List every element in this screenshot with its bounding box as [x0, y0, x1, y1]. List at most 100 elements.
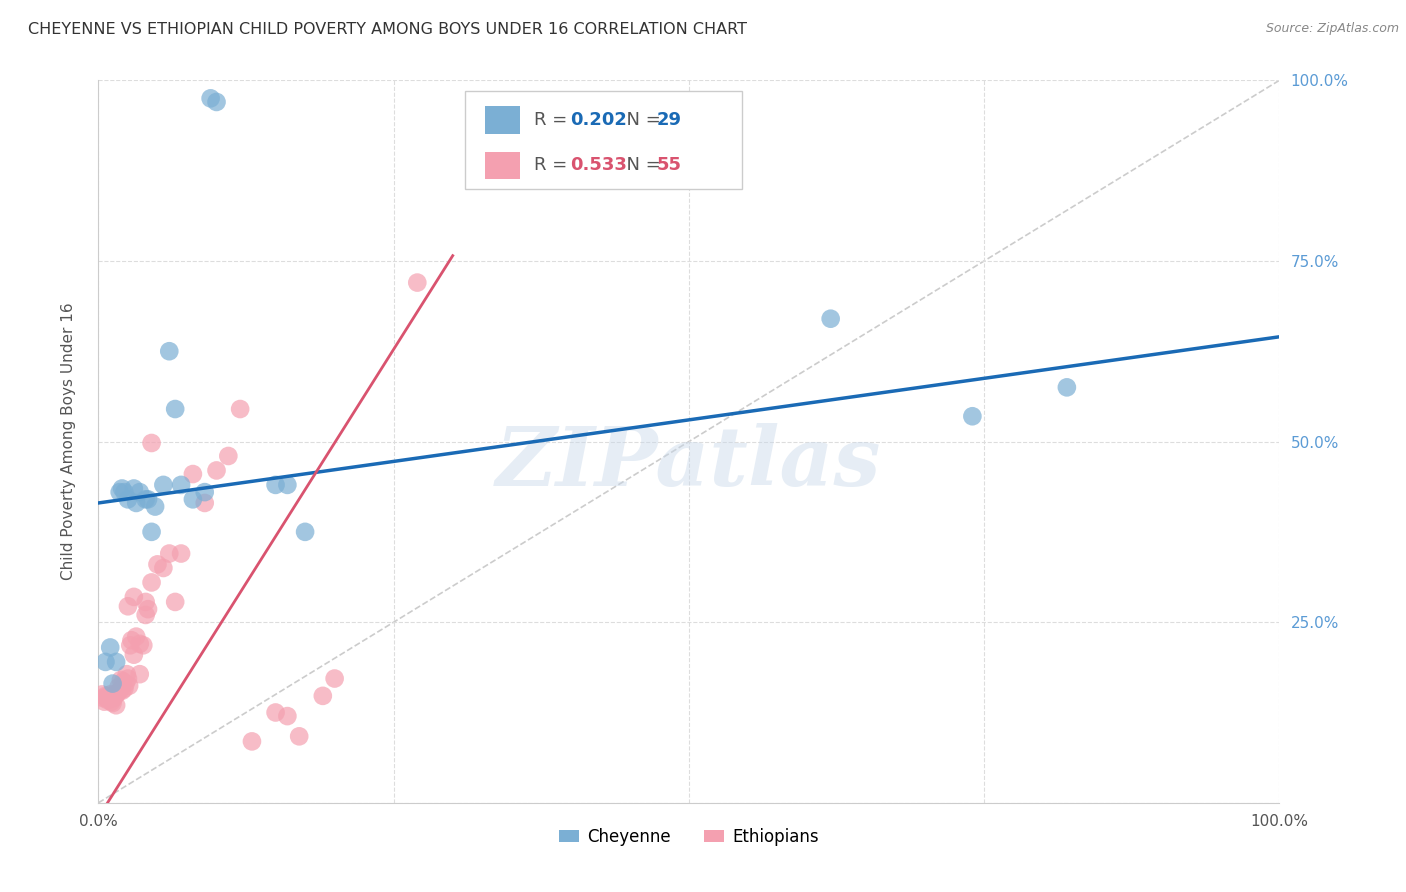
Point	[312, 689, 335, 703]
Point	[217, 449, 239, 463]
Point	[96, 691, 118, 706]
Point	[181, 467, 204, 481]
Point	[98, 640, 121, 655]
Point	[105, 686, 128, 700]
Point	[194, 485, 217, 500]
Point	[122, 590, 145, 604]
Y-axis label: Child Poverty Among Boys Under 16: Child Poverty Among Boys Under 16	[62, 302, 76, 581]
Point	[118, 679, 141, 693]
Point	[157, 344, 180, 359]
Point	[205, 463, 228, 477]
Text: 55: 55	[657, 156, 682, 174]
Point	[141, 575, 163, 590]
Point	[135, 607, 157, 622]
Point	[132, 638, 155, 652]
Point	[121, 633, 143, 648]
Text: 0.202: 0.202	[569, 111, 627, 129]
Point	[125, 630, 148, 644]
Text: R =: R =	[534, 156, 574, 174]
Text: 0.533: 0.533	[569, 156, 627, 174]
Point	[406, 276, 429, 290]
Point	[141, 524, 163, 539]
Text: Source: ZipAtlas.com: Source: ZipAtlas.com	[1265, 22, 1399, 36]
Point	[105, 698, 128, 713]
Text: CHEYENNE VS ETHIOPIAN CHILD POVERTY AMONG BOYS UNDER 16 CORRELATION CHART: CHEYENNE VS ETHIOPIAN CHILD POVERTY AMON…	[28, 22, 747, 37]
Point	[135, 595, 157, 609]
Point	[152, 478, 174, 492]
Point	[117, 672, 139, 686]
Point	[117, 492, 139, 507]
Text: N =: N =	[614, 111, 666, 129]
Point	[170, 547, 193, 561]
Point	[276, 709, 298, 723]
Point	[135, 492, 157, 507]
Point	[108, 485, 131, 500]
Point	[165, 402, 187, 417]
Point	[122, 482, 145, 496]
Point	[128, 667, 150, 681]
Point	[323, 672, 346, 686]
Point	[205, 95, 228, 109]
Point	[120, 638, 142, 652]
Point	[94, 689, 117, 703]
Text: N =: N =	[614, 156, 666, 174]
Point	[122, 648, 145, 662]
Point	[264, 478, 287, 492]
Point	[146, 558, 169, 572]
Point	[112, 674, 135, 689]
Point	[111, 482, 134, 496]
Point	[107, 680, 129, 694]
Point	[100, 695, 122, 709]
Point	[98, 687, 121, 701]
Point	[240, 734, 263, 748]
Point	[288, 729, 311, 743]
Point	[820, 311, 842, 326]
Point	[143, 500, 166, 514]
Legend: Cheyenne, Ethiopians: Cheyenne, Ethiopians	[553, 821, 825, 852]
Point	[110, 673, 132, 687]
Point	[194, 496, 217, 510]
Point	[94, 655, 117, 669]
Point	[136, 492, 159, 507]
Text: ZIPatlas: ZIPatlas	[496, 423, 882, 503]
Point	[962, 409, 984, 424]
Point	[1056, 380, 1078, 394]
Point	[229, 402, 252, 417]
Text: R =: R =	[534, 111, 574, 129]
Point	[170, 478, 193, 492]
Point	[112, 681, 135, 696]
Point	[93, 695, 115, 709]
Point	[104, 689, 127, 703]
Point	[128, 485, 150, 500]
Point	[91, 691, 114, 706]
Point	[128, 637, 150, 651]
Point	[276, 478, 298, 492]
FancyBboxPatch shape	[485, 106, 520, 134]
Point	[125, 496, 148, 510]
Point	[101, 696, 124, 710]
Point	[103, 691, 125, 706]
Point	[264, 706, 287, 720]
Text: 29: 29	[657, 111, 682, 129]
Point	[115, 667, 138, 681]
Point	[111, 683, 134, 698]
Point	[200, 91, 222, 105]
Point	[112, 485, 135, 500]
Point	[152, 561, 174, 575]
Point	[108, 683, 131, 698]
Point	[114, 676, 136, 690]
Point	[157, 547, 180, 561]
Point	[141, 436, 163, 450]
FancyBboxPatch shape	[464, 91, 742, 189]
Point	[165, 595, 187, 609]
Point	[136, 602, 159, 616]
FancyBboxPatch shape	[485, 152, 520, 178]
Point	[117, 599, 139, 614]
Point	[294, 524, 316, 539]
Point	[98, 689, 121, 703]
Point	[105, 655, 128, 669]
Point	[91, 687, 114, 701]
Point	[181, 492, 204, 507]
Point	[101, 676, 124, 690]
Point	[97, 693, 120, 707]
